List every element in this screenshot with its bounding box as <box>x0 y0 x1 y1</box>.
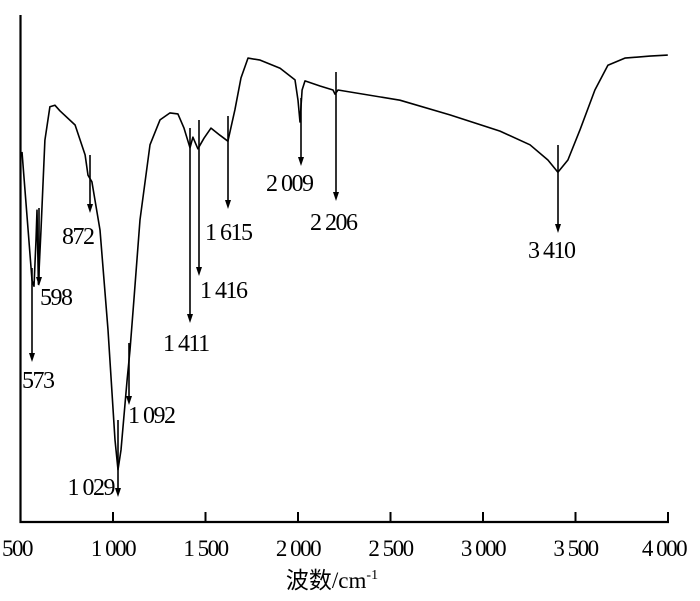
annotation-label: 2 009 <box>266 171 314 197</box>
x-tick-label: 1 000 <box>91 536 136 561</box>
x-axis-label-superscript: -1 <box>366 568 378 583</box>
annotation-label: 1 615 <box>205 220 253 246</box>
x-ticks: 500 1 000 1 500 2 000 2 500 3 000 3 500 4 000 <box>2 512 689 561</box>
annotation-arrowhead-icon <box>36 277 42 286</box>
x-tick-label: 2 500 <box>368 536 413 561</box>
annotation-arrowhead-icon <box>196 267 202 276</box>
annotation-arrowhead-icon <box>29 353 35 362</box>
spectrum-line <box>21 54 668 471</box>
peak-annotation: 3 410 <box>528 145 578 264</box>
x-tick-label: 2 000 <box>276 536 321 561</box>
peak-annotation: 1 029 <box>68 420 121 501</box>
annotation-label: 872 <box>62 224 94 250</box>
x-tick-label: 500 <box>2 536 33 561</box>
peak-annotation: 598 <box>36 208 75 311</box>
peak-annotation: 2 206 <box>310 72 360 236</box>
annotation-arrowhead-icon <box>126 396 132 405</box>
annotation-arrowhead-icon <box>187 314 193 323</box>
peak-annotation: 2 009 <box>266 98 316 197</box>
annotation-label: 3 410 <box>528 238 576 264</box>
x-tick-label: 3 000 <box>461 536 506 561</box>
annotation-label: 598 <box>40 285 73 311</box>
x-axis-label: 波数/cm-1 <box>286 568 378 593</box>
annotation-label: 1 411 <box>163 331 209 357</box>
annotation-arrowhead-icon <box>555 224 561 233</box>
peak-annotation: 1 411 <box>163 128 211 357</box>
peak-annotation: 573 <box>22 268 57 394</box>
annotation-label: 2 206 <box>310 210 358 236</box>
peak-annotations: 573 598 872 1 029 1 092 1 411 1 416 1 615 2 009 2… <box>22 72 578 501</box>
annotation-arrowhead-icon <box>115 488 121 497</box>
x-tick-label: 4 000 <box>642 536 687 561</box>
annotation-arrowhead-icon <box>298 157 304 166</box>
annotation-arrowhead-icon <box>87 204 93 213</box>
x-tick-label: 1 500 <box>183 536 228 561</box>
x-tick-label: 3 500 <box>553 536 598 561</box>
peak-annotation: 872 <box>62 155 96 250</box>
annotation-label: 573 <box>22 368 55 394</box>
annotation-arrowhead-icon <box>225 200 231 209</box>
annotation-label: 1 029 <box>68 475 116 501</box>
annotation-arrowhead-icon <box>333 192 339 201</box>
peak-annotation: 1 092 <box>126 343 177 429</box>
annotation-label: 1 092 <box>128 403 175 429</box>
peak-annotation: 1 416 <box>196 120 250 304</box>
annotation-label: 1 416 <box>200 278 248 304</box>
peak-annotation: 1 615 <box>205 116 255 246</box>
axes <box>19 15 669 524</box>
series <box>21 54 668 471</box>
